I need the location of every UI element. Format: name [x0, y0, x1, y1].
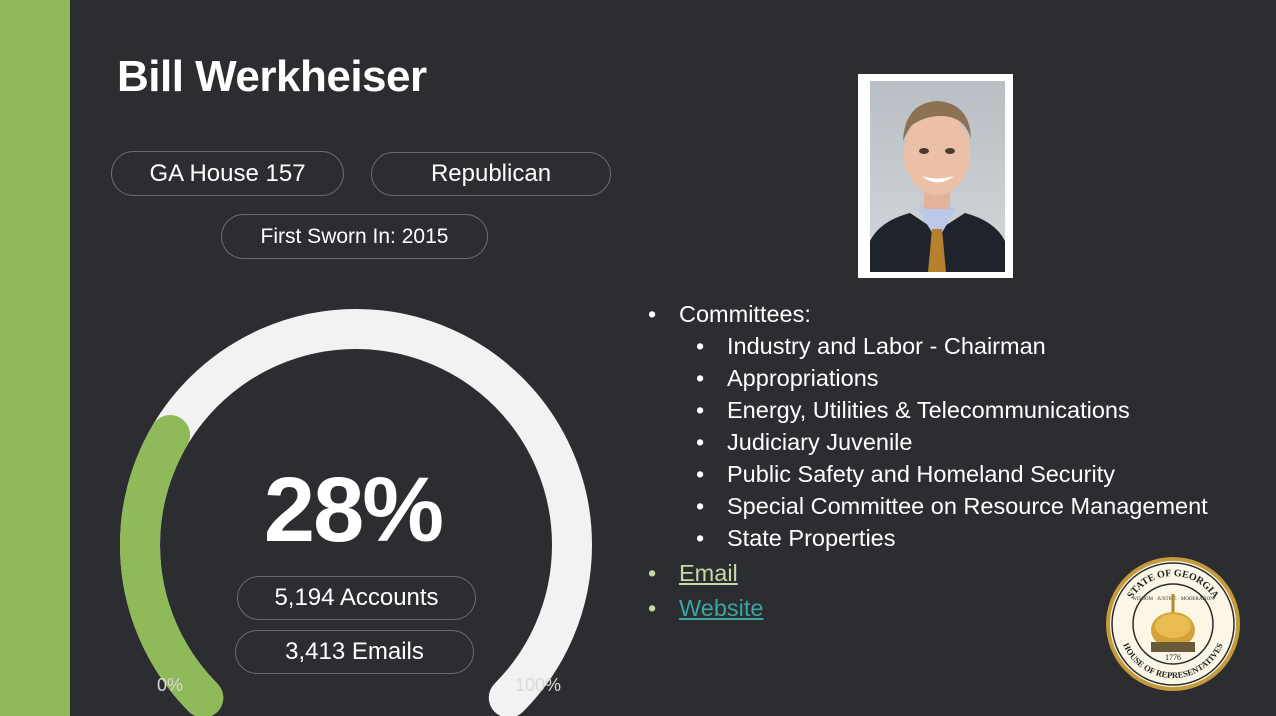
georgia-house-seal: STATE OF GEORGIA HOUSE OF REPRESENTATIVE…: [1106, 557, 1240, 691]
gauge-max-label: 100%: [515, 675, 562, 695]
email-item: • Email: [648, 557, 1208, 589]
emails-count-badge: 3,413 Emails: [235, 630, 474, 674]
committees-label: Committees:: [679, 301, 811, 327]
engagement-gauge: [120, 309, 592, 716]
portrait-photo: [858, 74, 1013, 278]
portrait-icon: [870, 81, 1005, 272]
committee-name: Energy, Utilities & Telecommunications: [727, 397, 1130, 423]
bullet-icon: •: [696, 525, 705, 551]
bullet-icon: •: [696, 365, 705, 391]
info-list: • Committees: • Industry and Labor - Chair…: [648, 298, 1208, 624]
list-item: • Judiciary Juvenile: [648, 426, 1208, 458]
gauge-min-label: 0%: [157, 675, 184, 695]
list-item: • Industry and Labor - Chairman: [648, 330, 1208, 362]
committee-name: Judiciary Juvenile: [727, 429, 913, 455]
accent-sidebar: [0, 0, 70, 716]
website-item: • Website: [648, 592, 1208, 624]
committee-name: Public Safety and Homeland Security: [727, 461, 1115, 487]
gauge-fill: [120, 415, 224, 716]
list-item: • Special Committee on Resource Managemen…: [648, 490, 1208, 522]
legislator-name: Bill Werkheiser: [117, 52, 427, 101]
bullet-icon: •: [696, 333, 705, 359]
committees-heading: • Committees:: [648, 298, 1208, 330]
bullet-icon: •: [648, 301, 657, 327]
gauge-percent: 28%: [263, 459, 444, 561]
list-item: • Public Safety and Homeland Security: [648, 458, 1208, 490]
website-link[interactable]: Website: [679, 595, 764, 621]
list-item: • Appropriations: [648, 362, 1208, 394]
party-badge: Republican: [371, 152, 611, 196]
bullet-icon: •: [696, 461, 705, 487]
first-sworn-badge: First Sworn In: 2015: [221, 214, 488, 259]
bullet-icon: •: [696, 493, 705, 519]
bullet-icon: •: [696, 429, 705, 455]
bullet-icon: •: [648, 595, 657, 621]
committee-name: Industry and Labor - Chairman: [727, 333, 1046, 359]
seal-year: 1776: [1165, 653, 1181, 662]
committee-name: Special Committee on Resource Management: [727, 493, 1208, 519]
bullet-icon: •: [648, 560, 657, 586]
accounts-count-badge: 5,194 Accounts: [237, 576, 476, 620]
committee-name: State Properties: [727, 525, 896, 551]
bullet-icon: •: [696, 397, 705, 423]
email-link[interactable]: Email: [679, 560, 738, 586]
committee-name: Appropriations: [727, 365, 879, 391]
list-item: • Energy, Utilities & Telecommunications: [648, 394, 1208, 426]
list-item: • State Properties: [648, 522, 1208, 554]
district-badge: GA House 157: [111, 151, 344, 196]
